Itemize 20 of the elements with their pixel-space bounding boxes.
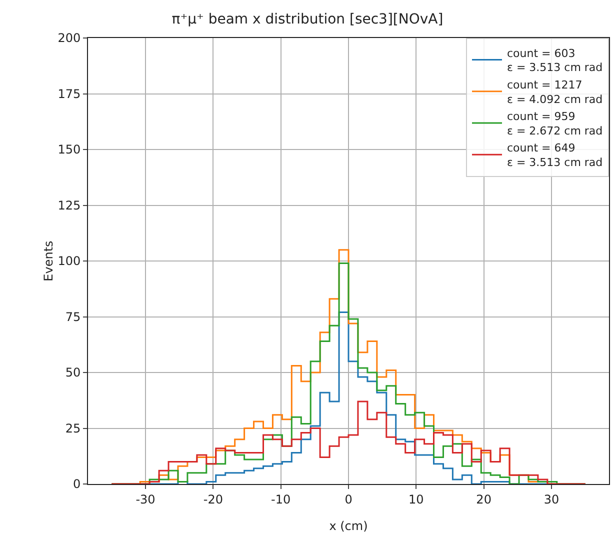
y-tick-label: 100 xyxy=(58,254,81,268)
y-tick-label: 175 xyxy=(58,86,81,101)
chart-title: π⁺μ⁺ beam x distribution [sec3][NOvA] xyxy=(172,11,444,28)
x-tick-label: -30 xyxy=(136,492,156,506)
y-tick-label: 150 xyxy=(58,142,81,157)
x-tick-label: -10 xyxy=(271,492,291,506)
x-tick-label: 20 xyxy=(476,492,492,506)
x-tick-label: 30 xyxy=(544,492,560,506)
x-tick-label: -20 xyxy=(203,492,223,506)
y-tick-label: 0 xyxy=(72,477,81,492)
y-tick-label: 75 xyxy=(65,310,81,324)
x-axis-title: x (cm) xyxy=(329,519,368,533)
y-tick-label: 25 xyxy=(65,421,81,436)
legend-label: count = 649 ε = 3.513 cm rad xyxy=(507,142,603,170)
x-tick-label: 10 xyxy=(408,492,424,506)
x-tick-label: 0 xyxy=(344,492,352,506)
y-tick-label: 125 xyxy=(58,198,81,212)
y-axis-title: Events xyxy=(42,240,56,282)
y-tick-label: 200 xyxy=(58,31,81,46)
y-tick-label: 50 xyxy=(65,366,81,380)
